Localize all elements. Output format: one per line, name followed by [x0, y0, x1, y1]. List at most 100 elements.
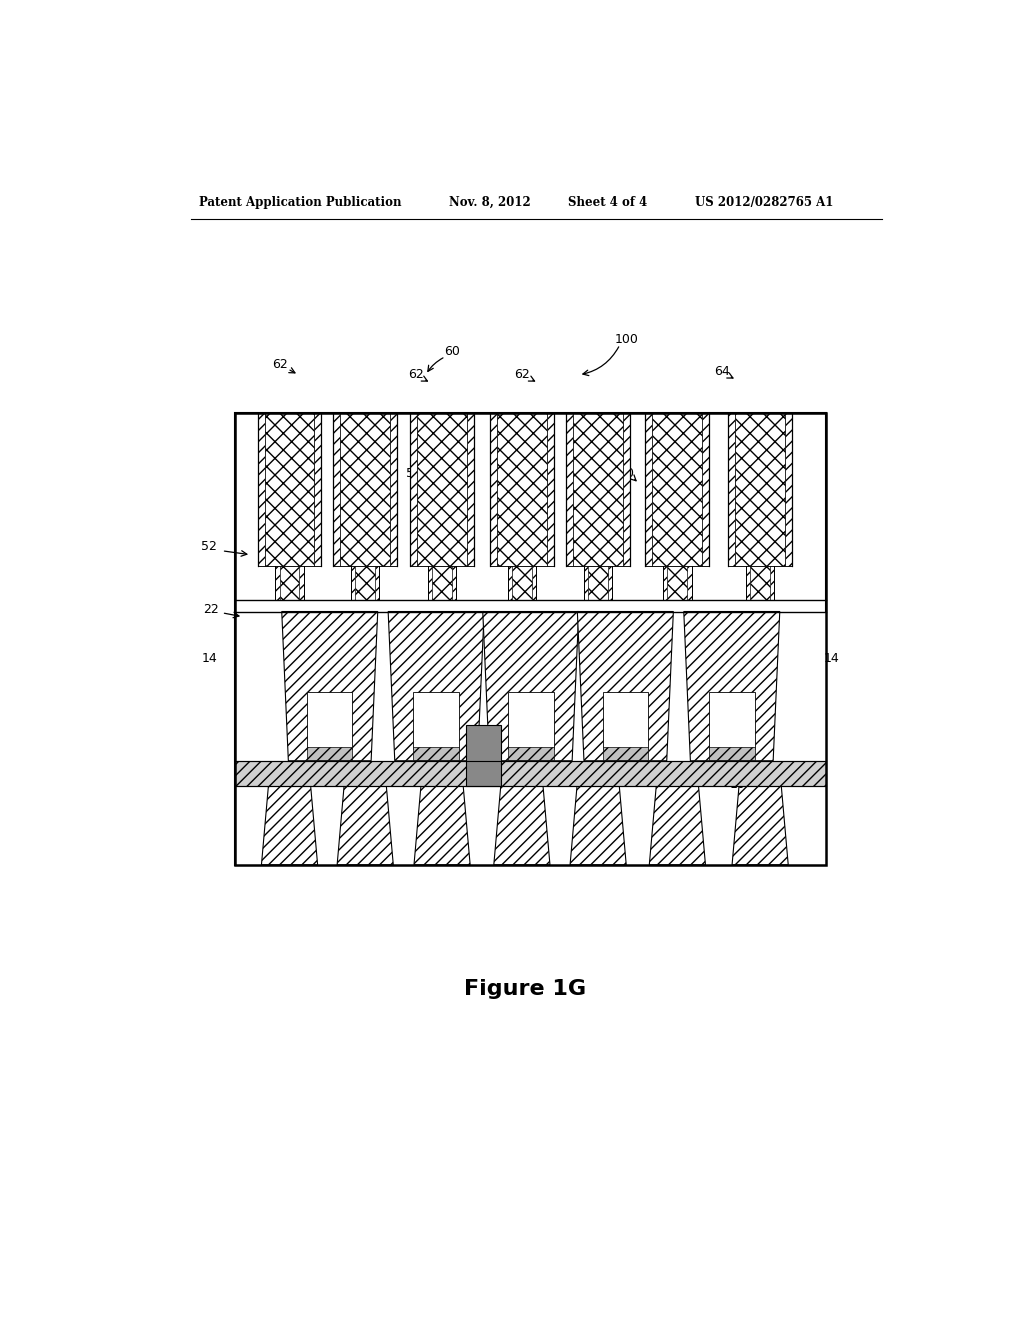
Text: 52: 52	[201, 540, 217, 553]
Bar	[236, 413, 826, 865]
Text: 62: 62	[514, 368, 530, 381]
Text: 64: 64	[714, 366, 729, 379]
Bar	[709, 692, 755, 748]
Text: 18: 18	[396, 649, 412, 663]
Text: 22: 22	[204, 603, 219, 616]
Bar	[236, 785, 826, 865]
Text: 14: 14	[824, 652, 840, 665]
Bar	[652, 413, 702, 566]
Bar	[411, 413, 417, 566]
Polygon shape	[494, 775, 550, 865]
Bar	[735, 413, 785, 566]
Polygon shape	[388, 611, 484, 760]
Text: Nov. 8, 2012: Nov. 8, 2012	[450, 195, 531, 209]
Polygon shape	[261, 775, 317, 865]
Bar	[466, 725, 501, 785]
Polygon shape	[578, 611, 674, 760]
Bar	[573, 413, 623, 566]
Bar	[664, 566, 668, 601]
Text: 20: 20	[289, 636, 305, 649]
Polygon shape	[570, 775, 627, 865]
Bar	[340, 413, 390, 566]
Polygon shape	[337, 775, 393, 865]
Bar	[728, 413, 735, 566]
Bar	[264, 413, 314, 566]
Bar	[236, 611, 826, 760]
Bar	[602, 747, 648, 760]
Ellipse shape	[740, 763, 780, 785]
Polygon shape	[732, 775, 788, 865]
Ellipse shape	[269, 763, 309, 785]
Bar	[307, 692, 352, 748]
Bar	[375, 566, 380, 601]
Bar	[299, 566, 304, 601]
Bar	[414, 747, 459, 760]
Bar	[785, 413, 793, 566]
Bar	[390, 413, 397, 566]
Bar	[709, 747, 755, 760]
Text: Figure 1G: Figure 1G	[464, 979, 586, 999]
Bar	[512, 566, 531, 601]
Bar	[687, 566, 691, 601]
Bar	[770, 566, 774, 601]
Ellipse shape	[502, 763, 542, 785]
Ellipse shape	[345, 763, 385, 785]
Text: Patent Application Publication: Patent Application Publication	[200, 195, 402, 209]
Text: 10: 10	[729, 777, 745, 791]
Bar	[508, 747, 554, 760]
Bar	[258, 413, 264, 566]
Bar	[417, 413, 467, 566]
Bar	[314, 413, 322, 566]
Bar	[531, 566, 537, 601]
Bar	[236, 413, 826, 865]
Bar	[280, 566, 299, 601]
Ellipse shape	[657, 763, 697, 785]
Text: Sheet 4 of 4: Sheet 4 of 4	[568, 195, 648, 209]
Bar	[307, 747, 352, 760]
Text: 60: 60	[443, 345, 460, 358]
Bar	[351, 566, 355, 601]
Polygon shape	[414, 775, 470, 865]
Bar	[236, 760, 826, 785]
Text: US 2012/0282765 A1: US 2012/0282765 A1	[695, 195, 834, 209]
Polygon shape	[684, 611, 780, 760]
Bar	[751, 566, 770, 601]
Text: 50: 50	[406, 467, 422, 480]
Bar	[508, 692, 554, 748]
Text: 52: 52	[433, 545, 450, 558]
Bar	[428, 566, 432, 601]
Bar	[452, 566, 457, 601]
Bar	[467, 413, 474, 566]
Bar	[668, 566, 687, 601]
Bar	[645, 413, 652, 566]
Bar	[333, 413, 340, 566]
Bar	[414, 692, 459, 748]
Ellipse shape	[422, 763, 462, 785]
Text: 30: 30	[340, 642, 355, 655]
Bar	[547, 413, 554, 566]
Text: 100: 100	[614, 333, 638, 346]
Bar	[355, 566, 375, 601]
Ellipse shape	[579, 763, 618, 785]
Text: 62: 62	[409, 368, 424, 381]
Bar	[745, 566, 751, 601]
Bar	[432, 566, 452, 601]
Bar	[702, 413, 710, 566]
Bar	[508, 566, 512, 601]
Bar	[608, 566, 612, 601]
Polygon shape	[282, 611, 378, 760]
Bar	[489, 413, 497, 566]
Bar	[584, 566, 588, 601]
Bar	[602, 692, 648, 748]
Polygon shape	[482, 611, 579, 760]
Bar	[566, 413, 573, 566]
Bar	[497, 413, 547, 566]
Bar	[588, 566, 608, 601]
Text: 14: 14	[202, 652, 218, 665]
Text: 62: 62	[272, 358, 288, 371]
Text: 50: 50	[618, 467, 635, 480]
Bar	[275, 566, 280, 601]
Polygon shape	[649, 775, 706, 865]
Text: 52: 52	[759, 546, 775, 560]
Bar	[623, 413, 630, 566]
